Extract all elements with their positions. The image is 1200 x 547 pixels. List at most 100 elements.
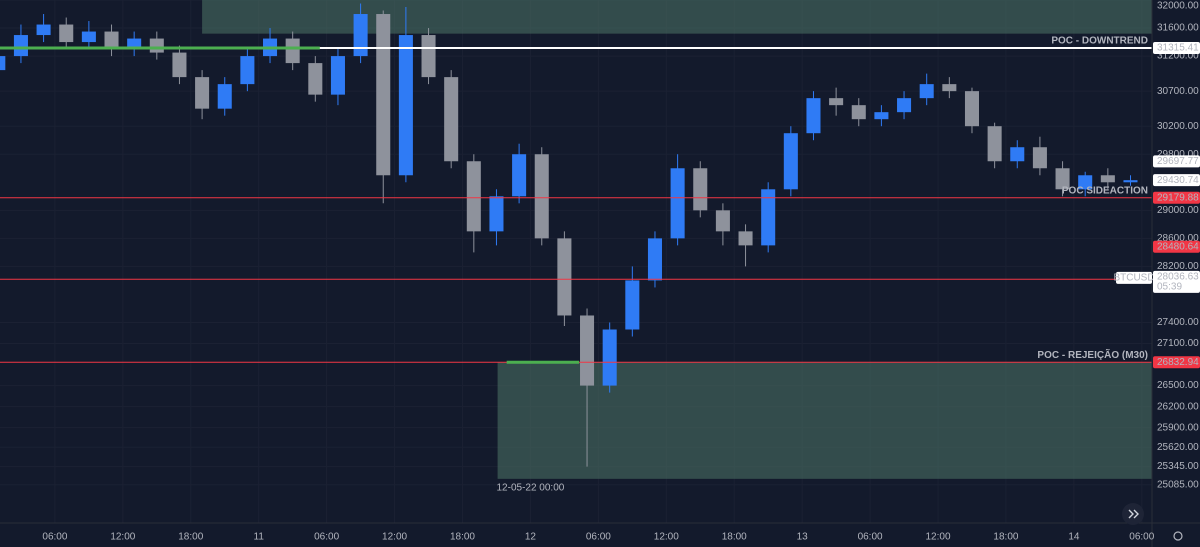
price-badge-label: 29179.88 [1157, 192, 1199, 203]
x-tick-label: 12 [525, 532, 537, 543]
candle-body [693, 168, 708, 211]
y-tick-label: 27100.00 [1157, 338, 1199, 349]
countdown-label: 05:39 [1157, 282, 1182, 293]
price-badge [1153, 191, 1200, 204]
x-tick-label: 06:00 [858, 532, 883, 543]
candle-body [13, 35, 28, 57]
candle-body [829, 98, 844, 106]
candle-body [851, 105, 866, 120]
symbol-badge [1116, 271, 1152, 284]
candle-body [715, 210, 730, 232]
price-badge [1153, 240, 1200, 253]
price-badge-label: 31315.41 [1157, 43, 1199, 54]
candle-body [738, 231, 753, 246]
candle-body [36, 24, 51, 36]
candle-body [1032, 147, 1047, 169]
candle-body [806, 98, 821, 134]
y-tick-label: 30200.00 [1157, 121, 1199, 132]
candle-body [330, 56, 345, 95]
last-price-badge [1153, 270, 1200, 293]
candle-body [308, 63, 323, 95]
candle-body [580, 315, 595, 386]
y-tick-label: 25900.00 [1157, 422, 1199, 433]
crosshair-label: 12-05-22 00:00 [497, 483, 565, 494]
level-label: POC - DOWNTREND [1051, 36, 1148, 47]
price-badge [1153, 41, 1200, 54]
y-tick-label: 30700.00 [1157, 86, 1199, 97]
symbol-label: BTCUSD [1113, 273, 1154, 284]
candle-body [127, 38, 142, 50]
candle-body [240, 56, 255, 85]
candle-body [919, 84, 934, 99]
x-tick-label: 18:00 [722, 532, 747, 543]
candle-body [557, 238, 572, 316]
x-tick-label: 06:00 [1129, 532, 1154, 543]
candle-body [195, 77, 210, 109]
candle-body [398, 35, 413, 176]
candle-body [987, 126, 1002, 162]
zone [497, 362, 1152, 479]
candle-body [670, 168, 685, 239]
price-badge [1153, 155, 1200, 168]
candle-body [466, 161, 481, 232]
price-badge-label: 29697.77 [1157, 156, 1199, 167]
y-tick-label: 28200.00 [1157, 261, 1199, 272]
candle-body [217, 84, 232, 109]
y-tick-label: 29800.00 [1157, 149, 1199, 160]
x-tick-label: 18:00 [178, 532, 203, 543]
price-badge [1153, 174, 1200, 187]
candle-body [1123, 180, 1138, 183]
y-tick-label: 26200.00 [1157, 401, 1199, 412]
candle-body [59, 24, 74, 43]
x-tick-label: 12:00 [926, 532, 951, 543]
settings-button[interactable] [1173, 531, 1183, 541]
candle-body [534, 154, 549, 239]
candle-body [647, 238, 662, 281]
plot-area: POC - DOWNTREND POC SIDEACTION POC - REJEI… [0, 0, 1152, 479]
level-label: POC SIDEACTION [1062, 185, 1148, 196]
level-label: POC - REJEIÇÃO (M30) [1037, 348, 1148, 361]
scroll-button[interactable] [1122, 503, 1144, 525]
x-tick-label: 18:00 [993, 532, 1018, 543]
zone [202, 0, 1152, 34]
candle-body [1010, 147, 1025, 162]
x-tick-label: 06:00 [586, 532, 611, 543]
y-tick-label: 25620.00 [1157, 442, 1199, 453]
candle-body [874, 112, 889, 120]
x-tick-label: 13 [797, 532, 809, 543]
x-tick-label: 12:00 [110, 532, 135, 543]
candle-body [489, 196, 504, 232]
y-tick-label: 25085.00 [1157, 479, 1199, 490]
candle-body [444, 77, 459, 162]
candle-body [172, 52, 187, 78]
price-badge-label: 26832.94 [1157, 357, 1199, 368]
candle-body [602, 329, 617, 386]
candle-body [964, 91, 980, 127]
candle-body [783, 133, 798, 190]
y-tick-label: 29000.00 [1157, 205, 1199, 216]
candle-body [897, 98, 912, 113]
x-tick-label: 12:00 [654, 532, 679, 543]
candle-body [104, 31, 119, 50]
x-tick-label: 12:00 [382, 532, 407, 543]
last-price-label: 28036.63 [1157, 272, 1199, 283]
y-tick-label: 32000.00 [1157, 1, 1199, 12]
candle-body [81, 31, 96, 43]
y-tick-label: 28600.00 [1157, 233, 1199, 244]
x-tick-label: 06:00 [42, 532, 67, 543]
candle-body [285, 38, 300, 64]
candle-body [942, 84, 957, 92]
y-tick-label: 26500.00 [1157, 380, 1199, 391]
x-tick-label: 14 [1068, 532, 1080, 543]
candle-body [512, 154, 527, 197]
candle-body [421, 35, 436, 78]
price-badge [1153, 356, 1200, 369]
y-tick-label: 31600.00 [1157, 23, 1199, 34]
x-tick-label: 11 [254, 532, 265, 543]
candle-body [0, 56, 6, 71]
x-tick-label: 18:00 [450, 532, 475, 543]
candle-body [1078, 175, 1093, 190]
